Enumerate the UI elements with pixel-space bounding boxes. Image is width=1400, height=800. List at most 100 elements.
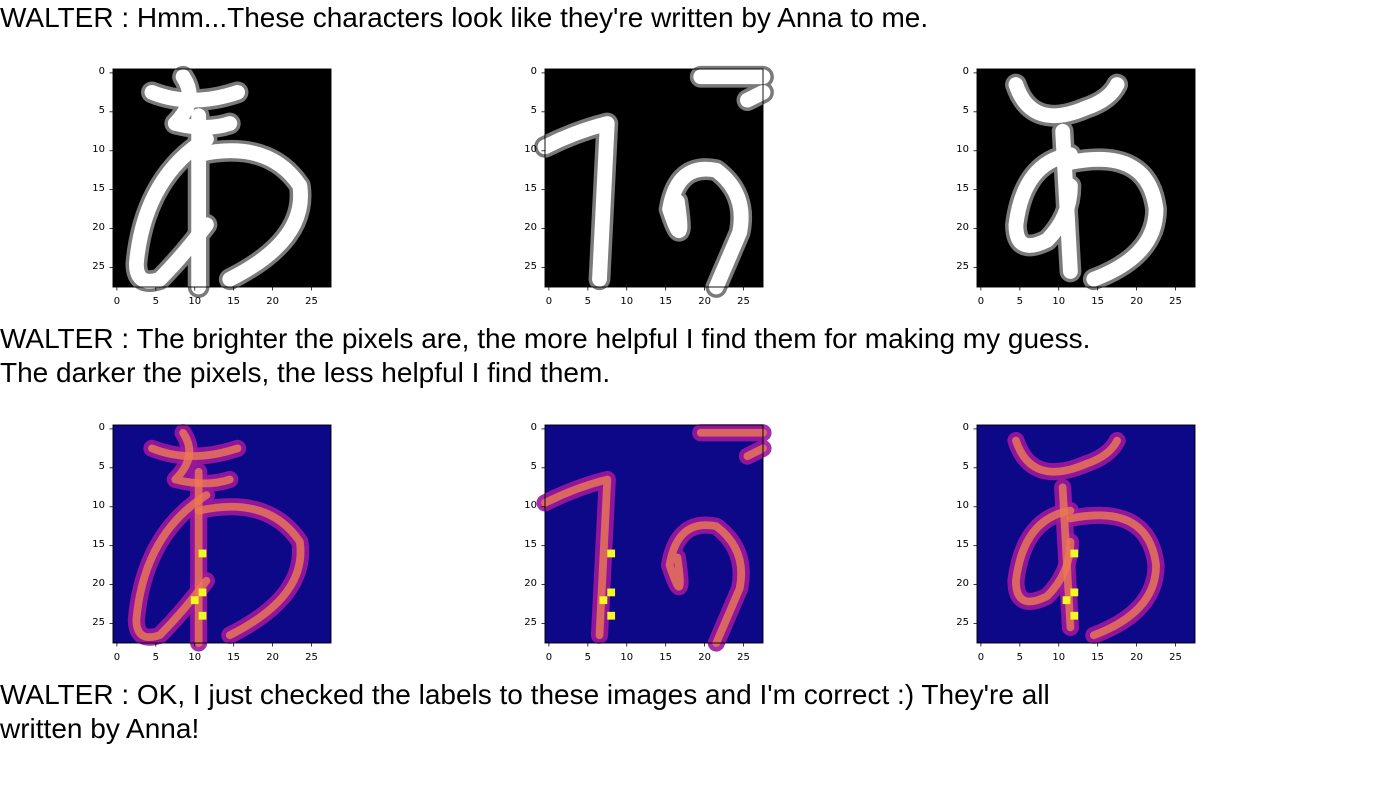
character-1-image xyxy=(109,65,332,298)
character-3-image xyxy=(973,68,1196,291)
y-tick-label: 25 xyxy=(92,616,105,628)
y-tick-label: 15 xyxy=(92,182,105,194)
y-tick-label: 20 xyxy=(956,221,969,233)
glyph-stroke xyxy=(665,521,746,647)
x-tick-label: 20 xyxy=(266,652,279,663)
hot-pixel xyxy=(607,588,616,597)
y-tick-label: 10 xyxy=(956,499,969,511)
x-tick-label: 15 xyxy=(1091,652,1105,663)
hot-pixel xyxy=(198,611,207,620)
y-tick-label: 20 xyxy=(524,577,537,589)
x-tick-label: 25 xyxy=(1169,652,1182,663)
saliency-3-image xyxy=(973,424,1196,647)
axes-frame xyxy=(112,68,332,288)
hot-pixel xyxy=(1070,588,1079,597)
glyph-stroke xyxy=(1066,511,1160,640)
y-tick-label: 15 xyxy=(956,538,969,550)
glyph-stroke xyxy=(1012,436,1122,476)
axes-frame xyxy=(112,424,332,644)
x-tick-label: 15 xyxy=(227,652,241,663)
x-tick-label: 5 xyxy=(584,652,591,663)
x-tick-label: 0 xyxy=(977,652,985,663)
x-tick-label: 15 xyxy=(227,296,241,307)
message-1: WALTER : Hmm...These characters look lik… xyxy=(0,2,929,33)
y-tick-label: 5 xyxy=(962,460,969,472)
y-tick-label: 10 xyxy=(92,499,105,511)
x-tick-label: 25 xyxy=(737,652,750,663)
glyph-stroke xyxy=(541,475,612,640)
x-tick-label: 0 xyxy=(545,296,553,307)
axes-frame xyxy=(976,68,1196,288)
x-tick-label: 10 xyxy=(188,652,202,663)
message-2: WALTER : The brighter the pixels are, th… xyxy=(0,323,1091,388)
glyph-stroke xyxy=(132,491,211,642)
saliency-2: 0 5 10 15 20 25 0 5 10 15 20 25 xyxy=(524,422,772,663)
y-tick-label: 25 xyxy=(956,260,969,272)
y-tick-label: 10 xyxy=(956,143,969,155)
y-tick-label: 15 xyxy=(524,182,537,194)
y-tick-label: 25 xyxy=(524,260,537,272)
glyph-stroke xyxy=(191,143,308,287)
x-tick-label: 20 xyxy=(266,296,279,307)
x-tick-label: 0 xyxy=(113,652,121,663)
y-tick-label: 10 xyxy=(524,499,537,511)
glyph-stroke xyxy=(1063,152,1164,287)
glyph-stroke xyxy=(537,116,615,287)
x-tick-label: 10 xyxy=(1052,296,1066,307)
glyph-stroke xyxy=(171,428,234,488)
x-tick-label: 0 xyxy=(545,652,553,663)
y-tick-label: 25 xyxy=(956,616,969,628)
x-tick-label: 15 xyxy=(1091,296,1105,307)
saliency-2-image xyxy=(536,424,772,652)
character-2-image xyxy=(534,65,774,298)
y-tick-label: 20 xyxy=(92,221,105,233)
y-tick-label: 25 xyxy=(92,260,105,272)
axes-frame xyxy=(544,424,764,644)
y-tick-label: 20 xyxy=(92,577,105,589)
y-tick-label: 15 xyxy=(524,538,537,550)
character-1: 0 5 10 15 20 25 0 5 10 15 20 25 xyxy=(92,65,332,307)
hot-pixel xyxy=(599,596,608,605)
glyph-stroke xyxy=(662,161,749,295)
y-tick-label: 10 xyxy=(524,143,537,155)
y-tick-label: 20 xyxy=(524,221,537,233)
x-tick-label: 10 xyxy=(620,296,634,307)
y-tick-label: 5 xyxy=(530,104,537,116)
x-tick-label: 25 xyxy=(1169,296,1182,307)
x-tick-label: 5 xyxy=(1016,652,1023,663)
y-tick-label: 0 xyxy=(530,65,537,77)
glyph-stroke xyxy=(1012,506,1075,606)
hot-pixel xyxy=(1070,611,1079,620)
glyph-stroke xyxy=(693,69,771,108)
y-tick-label: 0 xyxy=(530,421,537,433)
hot-pixel xyxy=(607,549,616,558)
glyph-stroke xyxy=(1008,77,1125,124)
x-tick-label: 5 xyxy=(152,296,159,307)
y-tick-label: 15 xyxy=(956,182,969,194)
glyph-stroke xyxy=(128,131,214,289)
hot-pixel xyxy=(190,596,199,605)
character-3: 0 5 10 15 20 25 0 5 10 15 20 25 xyxy=(956,66,1196,307)
y-tick-label: 0 xyxy=(962,65,969,77)
x-tick-label: 10 xyxy=(620,652,634,663)
x-tick-label: 10 xyxy=(1052,652,1066,663)
x-tick-label: 5 xyxy=(152,652,159,663)
x-tick-label: 25 xyxy=(737,296,750,307)
y-tick-label: 15 xyxy=(92,538,105,550)
glyph-stroke xyxy=(696,428,767,461)
glyph-stroke xyxy=(1008,147,1078,253)
saliency-1-image xyxy=(109,424,332,652)
y-tick-label: 5 xyxy=(98,104,105,116)
y-tick-label: 20 xyxy=(956,577,969,589)
saliency-3: 0 5 10 15 20 25 0 5 10 15 20 25 xyxy=(956,422,1196,663)
x-tick-label: 20 xyxy=(1130,296,1143,307)
axes-frame xyxy=(976,424,1196,644)
x-tick-label: 25 xyxy=(305,652,318,663)
hot-pixel xyxy=(198,549,207,558)
hot-pixel xyxy=(607,611,616,620)
x-tick-label: 15 xyxy=(659,296,673,307)
hot-pixel xyxy=(1070,549,1079,558)
x-tick-label: 20 xyxy=(698,296,711,307)
x-tick-label: 0 xyxy=(977,296,985,307)
x-tick-label: 10 xyxy=(188,296,202,307)
